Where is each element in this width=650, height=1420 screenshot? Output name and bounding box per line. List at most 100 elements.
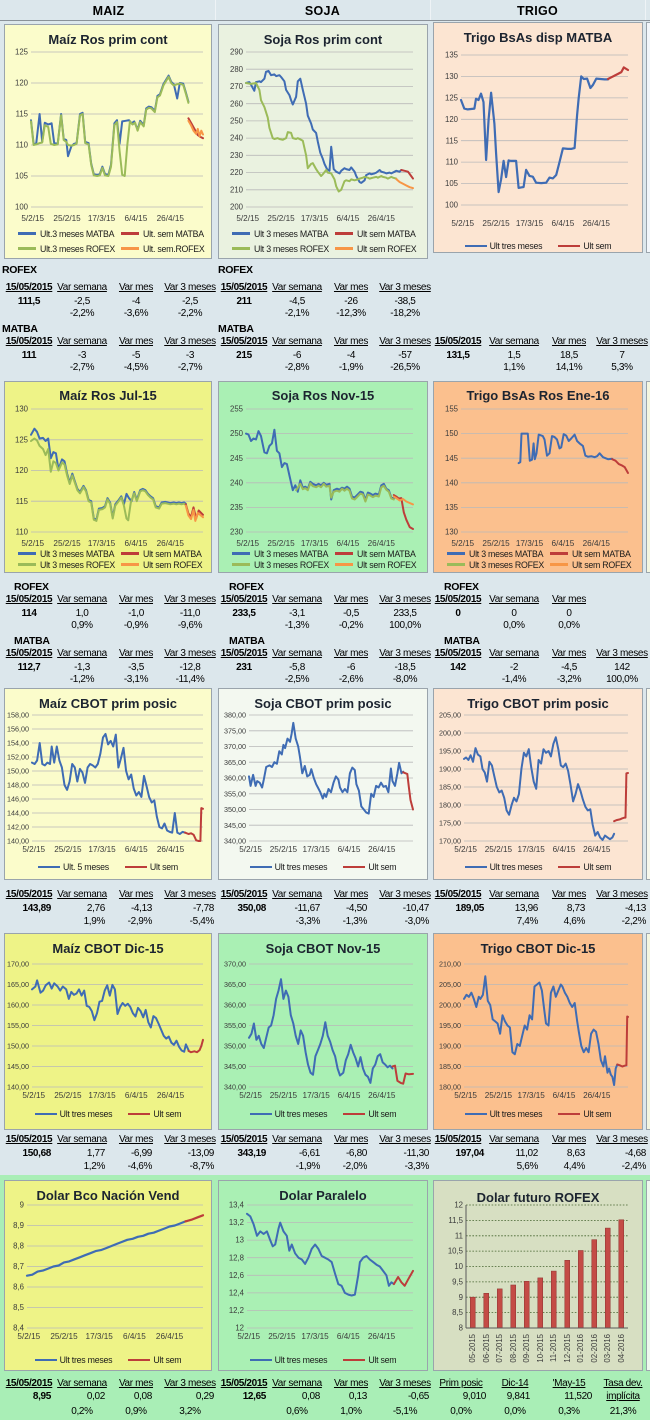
svg-text:25/2/15: 25/2/15 bbox=[53, 214, 81, 223]
svg-text:25/2/15: 25/2/15 bbox=[485, 1091, 513, 1100]
svg-text:25/2/15: 25/2/15 bbox=[482, 539, 510, 548]
svg-text:8,6: 8,6 bbox=[13, 1283, 24, 1292]
svg-text:6/4/15: 6/4/15 bbox=[125, 1091, 148, 1100]
svg-text:200,00: 200,00 bbox=[439, 1001, 461, 1010]
svg-text:5/2/15: 5/2/15 bbox=[17, 1332, 40, 1341]
svg-text:100: 100 bbox=[445, 201, 459, 210]
svg-text:17/3/15: 17/3/15 bbox=[516, 539, 544, 548]
svg-text:5/2/15: 5/2/15 bbox=[22, 845, 45, 854]
svg-text:6/4/15: 6/4/15 bbox=[125, 214, 148, 223]
svg-text:26/4/15: 26/4/15 bbox=[368, 845, 396, 854]
svg-text:340,00: 340,00 bbox=[224, 837, 246, 846]
svg-text:8,5: 8,5 bbox=[452, 1308, 464, 1317]
svg-text:12,6: 12,6 bbox=[229, 1271, 244, 1280]
svg-text:140,00: 140,00 bbox=[7, 837, 29, 846]
svg-text:8,4: 8,4 bbox=[13, 1324, 25, 1333]
svg-text:6/4/15: 6/4/15 bbox=[337, 214, 360, 223]
svg-text:25/2/15: 25/2/15 bbox=[267, 539, 295, 548]
svg-text:180,00: 180,00 bbox=[439, 801, 461, 810]
svg-text:245: 245 bbox=[230, 454, 244, 463]
svg-text:5/2/15: 5/2/15 bbox=[454, 845, 477, 854]
svg-text:380,00: 380,00 bbox=[224, 711, 246, 720]
svg-text:130: 130 bbox=[15, 405, 29, 414]
svg-text:125: 125 bbox=[15, 48, 29, 57]
svg-text:365,00: 365,00 bbox=[224, 758, 246, 767]
svg-text:12,2: 12,2 bbox=[229, 1306, 244, 1315]
svg-text:150: 150 bbox=[445, 429, 459, 438]
svg-text:115: 115 bbox=[446, 136, 459, 145]
svg-text:200,00: 200,00 bbox=[439, 729, 461, 738]
svg-text:250: 250 bbox=[230, 117, 244, 126]
svg-text:190,00: 190,00 bbox=[439, 765, 461, 774]
svg-text:148,00: 148,00 bbox=[7, 781, 29, 790]
svg-text:170,00: 170,00 bbox=[439, 837, 461, 846]
svg-text:185,00: 185,00 bbox=[439, 783, 461, 792]
svg-text:5/2/15: 5/2/15 bbox=[21, 539, 44, 548]
svg-text:12,4: 12,4 bbox=[229, 1289, 245, 1298]
svg-text:17/3/15: 17/3/15 bbox=[301, 214, 329, 223]
svg-text:5/2/15: 5/2/15 bbox=[239, 1091, 262, 1100]
svg-text:8,7: 8,7 bbox=[13, 1262, 24, 1271]
svg-text:350,00: 350,00 bbox=[224, 1042, 246, 1051]
svg-text:25/2/15: 25/2/15 bbox=[54, 845, 82, 854]
svg-text:220: 220 bbox=[230, 168, 244, 177]
svg-text:13,4: 13,4 bbox=[229, 1201, 245, 1210]
svg-text:156,00: 156,00 bbox=[7, 725, 29, 734]
svg-text:26/4/15: 26/4/15 bbox=[583, 539, 611, 548]
svg-text:175,00: 175,00 bbox=[439, 819, 461, 828]
svg-text:25/2/15: 25/2/15 bbox=[267, 214, 295, 223]
svg-text:360,00: 360,00 bbox=[224, 1001, 246, 1010]
svg-text:17/3/15: 17/3/15 bbox=[88, 845, 116, 854]
svg-text:146,00: 146,00 bbox=[7, 795, 29, 804]
svg-text:10: 10 bbox=[454, 1262, 463, 1271]
svg-text:26/4/15: 26/4/15 bbox=[157, 845, 185, 854]
svg-text:190,00: 190,00 bbox=[439, 1042, 461, 1051]
svg-text:365,00: 365,00 bbox=[224, 980, 246, 989]
svg-text:11,5: 11,5 bbox=[448, 1216, 463, 1225]
svg-text:25/2/15: 25/2/15 bbox=[270, 1091, 298, 1100]
svg-text:158,00: 158,00 bbox=[7, 711, 29, 720]
svg-text:120: 120 bbox=[15, 466, 29, 475]
svg-text:6/4/15: 6/4/15 bbox=[552, 539, 575, 548]
svg-text:205,00: 205,00 bbox=[439, 711, 461, 720]
svg-text:5/2/15: 5/2/15 bbox=[239, 845, 262, 854]
svg-text:130: 130 bbox=[445, 72, 459, 81]
svg-text:17/3/15: 17/3/15 bbox=[86, 1332, 114, 1341]
svg-text:125: 125 bbox=[445, 94, 459, 103]
svg-text:230: 230 bbox=[230, 528, 244, 537]
svg-text:17/3/15: 17/3/15 bbox=[303, 1091, 331, 1100]
svg-text:08-2015: 08-2015 bbox=[509, 1333, 518, 1362]
svg-text:270: 270 bbox=[230, 82, 244, 91]
svg-text:17/3/15: 17/3/15 bbox=[88, 539, 116, 548]
svg-text:290: 290 bbox=[230, 48, 244, 57]
svg-text:13,2: 13,2 bbox=[229, 1218, 244, 1227]
svg-text:9: 9 bbox=[459, 1293, 463, 1302]
svg-text:355,00: 355,00 bbox=[224, 1021, 246, 1030]
svg-text:8,5: 8,5 bbox=[13, 1303, 25, 1312]
svg-text:135: 135 bbox=[445, 503, 459, 512]
svg-text:210,00: 210,00 bbox=[439, 960, 461, 969]
svg-text:05-2015: 05-2015 bbox=[468, 1333, 477, 1362]
svg-text:120: 120 bbox=[445, 115, 459, 124]
svg-text:180,00: 180,00 bbox=[439, 1083, 461, 1092]
svg-text:9: 9 bbox=[20, 1201, 24, 1210]
svg-text:370,00: 370,00 bbox=[224, 960, 246, 969]
svg-text:150,00: 150,00 bbox=[7, 767, 29, 776]
svg-text:165,00: 165,00 bbox=[7, 980, 29, 989]
svg-text:142,00: 142,00 bbox=[7, 823, 29, 832]
svg-text:345,00: 345,00 bbox=[224, 1062, 246, 1071]
svg-text:17/3/15: 17/3/15 bbox=[303, 845, 331, 854]
svg-text:144,00: 144,00 bbox=[7, 809, 29, 818]
svg-text:110: 110 bbox=[16, 141, 29, 150]
svg-text:26/4/15: 26/4/15 bbox=[368, 1091, 396, 1100]
svg-text:155: 155 bbox=[445, 405, 459, 414]
svg-text:6/4/15: 6/4/15 bbox=[123, 1332, 146, 1341]
svg-text:340,00: 340,00 bbox=[224, 1083, 246, 1092]
svg-text:370,00: 370,00 bbox=[224, 742, 246, 751]
svg-text:12: 12 bbox=[454, 1201, 463, 1210]
svg-text:25/2/15: 25/2/15 bbox=[53, 539, 81, 548]
svg-text:140,00: 140,00 bbox=[7, 1083, 29, 1092]
svg-text:03-2016: 03-2016 bbox=[603, 1334, 612, 1363]
svg-text:06-2015: 06-2015 bbox=[482, 1333, 491, 1362]
svg-text:26/4/15: 26/4/15 bbox=[157, 539, 185, 548]
